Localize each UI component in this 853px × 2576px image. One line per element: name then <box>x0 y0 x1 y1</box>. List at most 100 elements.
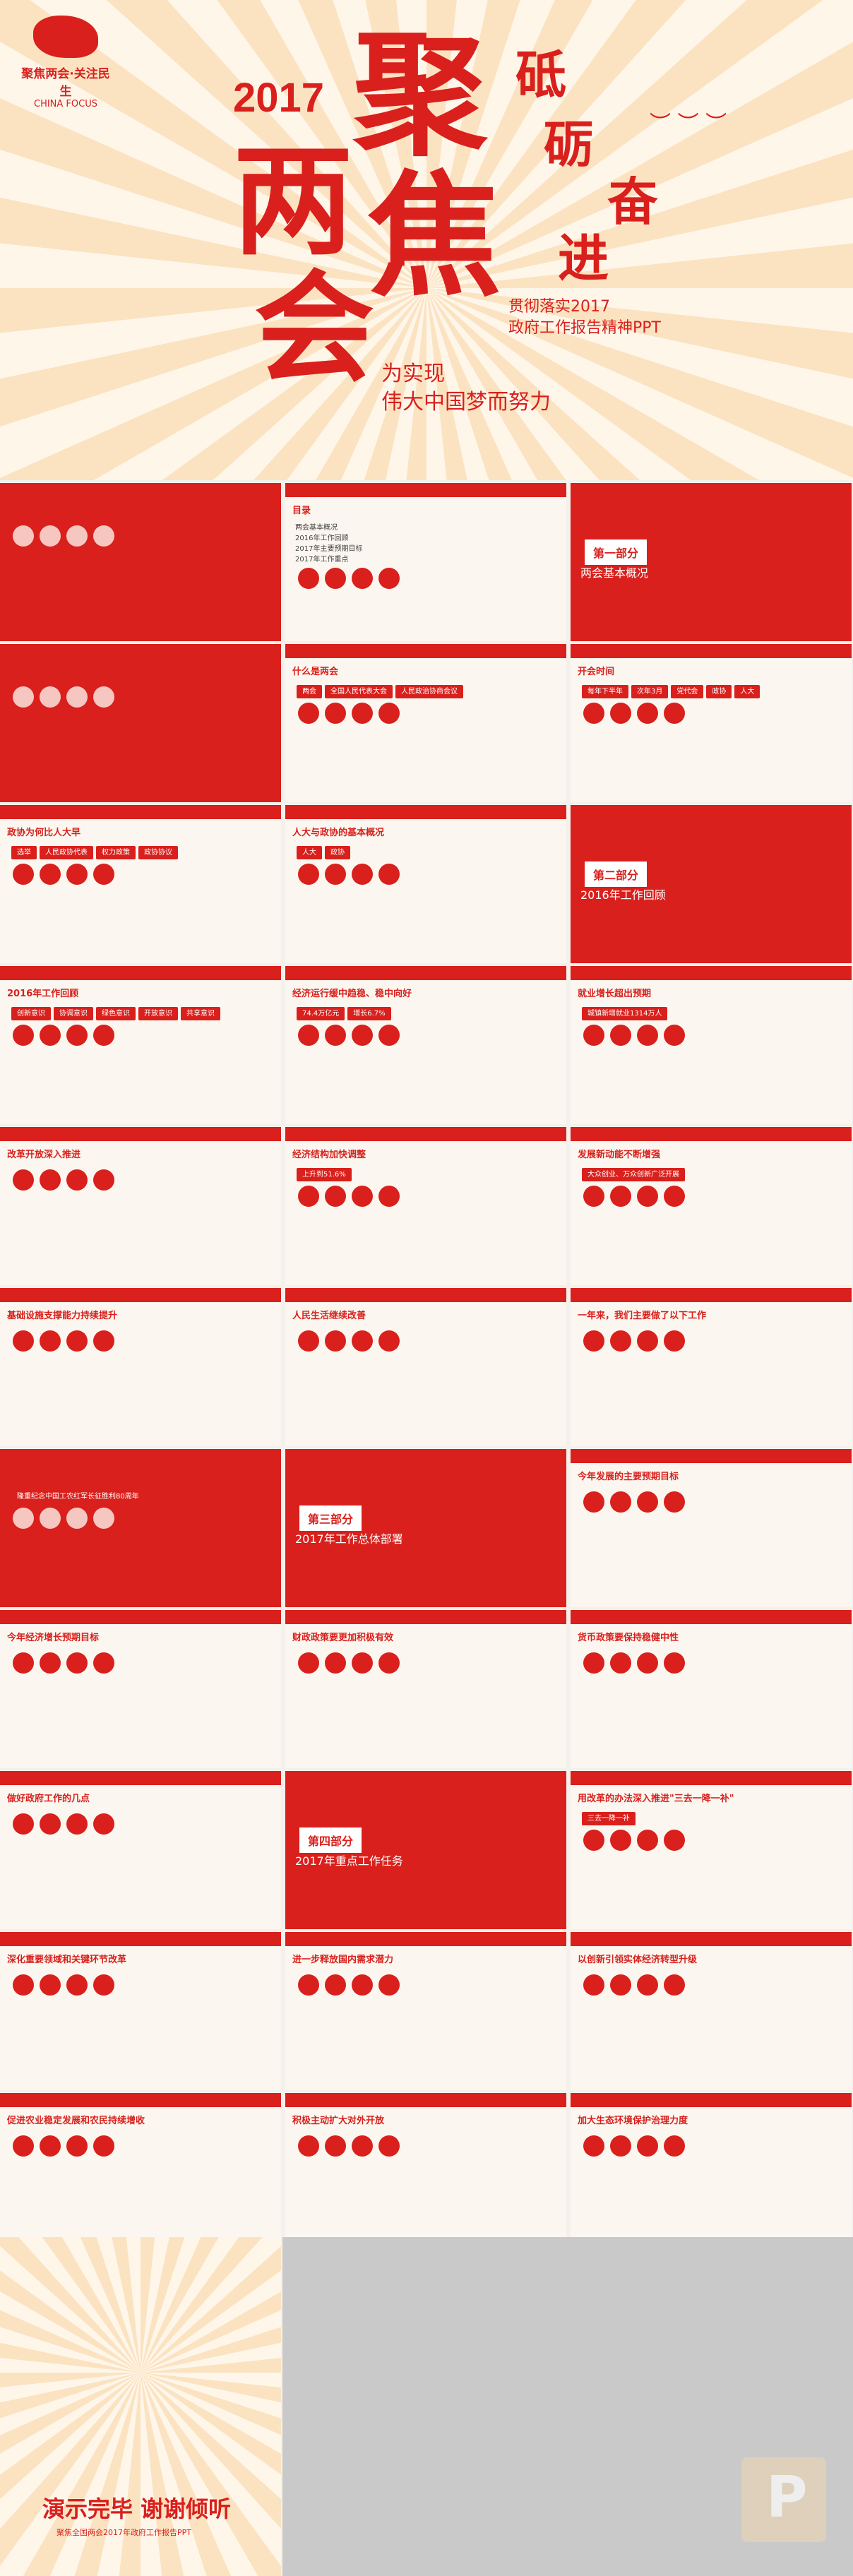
slide-thumbnail[interactable]: 人民生活继续改善 <box>285 1288 566 1446</box>
circle-icon <box>66 1025 88 1046</box>
slide-title: 进一步释放国内需求潜力 <box>292 1955 394 1965</box>
slide-body <box>295 1972 556 2002</box>
slide-body <box>580 1650 842 1680</box>
slide-thumbnail[interactable]: 以创新引领实体经济转型升级 <box>571 1932 852 2090</box>
slide-thumbnail[interactable]: 加大生态环境保护治理力度 <box>571 2093 852 2251</box>
slide-thumbnail[interactable]: 实现中华民族伟大复兴的中国梦而不懈奋斗 <box>0 483 281 641</box>
slide-thumbnail[interactable]: 什么是两会 两会 全国人民代表大会 人民政治协商会议 <box>285 644 566 802</box>
circle-icon <box>352 1974 373 1996</box>
circle-icon <box>610 2135 631 2157</box>
slide-header-bar <box>0 2093 281 2107</box>
icon-row <box>295 861 556 891</box>
slide-thumbnail[interactable]: 今年发展的主要预期目标 <box>571 1449 852 1607</box>
slide-thumbnail[interactable]: 基础设施支撑能力持续提升 <box>0 1288 281 1446</box>
circle-icon <box>583 1330 604 1352</box>
slide-thumbnail[interactable]: 促进农业稳定发展和农民持续增收 <box>0 2093 281 2251</box>
circle-icon <box>352 703 373 724</box>
slide-thumbnail[interactable]: 发展新动能不断增强 大众创业、万众创新广泛开展 <box>571 1127 852 1285</box>
slide-keyword: 权力政策 <box>96 846 136 859</box>
circle-icon <box>13 1025 34 1046</box>
icon-row <box>580 1489 842 1519</box>
slide-thumbnail[interactable]: 经济运行缓中趋稳、稳中向好 74.4万亿元 增长6.7% <box>285 966 566 1124</box>
slide-title: 第二部分 <box>585 861 648 887</box>
circle-icon <box>40 1974 61 1996</box>
slide-thumbnail[interactable]: 就业增长超出预期 城镇新增就业1314万人 <box>571 966 852 1124</box>
title-char-ju: 聚 <box>353 16 488 174</box>
slide-header-bar <box>0 1771 281 1785</box>
slide-thumbnail[interactable]: 政协为何比人大早 选举 人民政协代表 权力政策 政协协议 <box>0 805 281 963</box>
circle-icon <box>610 1186 631 1207</box>
slide-thumbnail[interactable]: 第三部分 2017年工作总体部署 <box>285 1449 566 1607</box>
icon-row <box>295 700 556 730</box>
circle-icon <box>583 1830 604 1851</box>
circle-icon <box>637 1025 658 1046</box>
circle-icon <box>637 1491 658 1513</box>
circle-icon <box>298 1330 319 1352</box>
slide-thumbnail[interactable]: 目录 两会基本概况 2016年工作回顾 2017年主要预期目标 2017年工作重点 <box>285 483 566 641</box>
slide-header-bar <box>285 966 566 980</box>
slide-thumbnail[interactable]: 财政政策要更加积极有效 <box>285 1610 566 1768</box>
slide-thumbnail[interactable]: 开会时间 每年下半年 次年3月 党代会 政协 人大 <box>571 644 852 802</box>
slide-title: 实现中华民族伟大复兴的中国梦而不懈奋斗 <box>7 506 182 516</box>
slide-body <box>295 1650 556 1680</box>
circle-icon <box>93 864 114 885</box>
slide-title: 货币政策要保持稳健中性 <box>578 1633 679 1643</box>
slide-thumbnail[interactable] <box>0 644 281 802</box>
birds-icon: ︶ ︶ ︶ <box>650 112 727 136</box>
circle-icon <box>66 1813 88 1835</box>
slide-title: 积极主动扩大对外开放 <box>292 2116 385 2126</box>
slide-thumbnail[interactable]: 第四部分 2017年重点工作任务 <box>285 1771 566 1929</box>
slide-title: 今年经济增长预期目标 <box>7 1633 100 1643</box>
slide-thumbnail[interactable]: 一年来，我们主要做了以下工作 <box>571 1288 852 1446</box>
circle-icon <box>298 1652 319 1674</box>
circle-icon <box>378 1974 400 1996</box>
slide-thumbnail[interactable]: 进一步释放国内需求潜力 <box>285 1932 566 2090</box>
circle-icon <box>664 703 685 724</box>
slide-thumbnail[interactable]: 经济结构加快调整 上升到51.6% <box>285 1127 566 1285</box>
circle-icon <box>13 1652 34 1674</box>
year: 2017 <box>233 75 325 121</box>
slide-thumbnail[interactable]: 人大与政协的基本概况 人大 政协 <box>285 805 566 963</box>
slide-thumbnail[interactable]: 2016年工作回顾 创新意识 协调意识 绿色意识 开放意识 共享意识 <box>0 966 281 1124</box>
circle-icon <box>298 703 319 724</box>
slide-thumbnail[interactable]: 深化重要领域和关键环节改革 <box>0 1932 281 2090</box>
slide-keyword: 人大 <box>734 685 760 698</box>
circle-icon <box>13 1330 34 1352</box>
slide-title: 什么是两会 <box>292 667 339 677</box>
circle-icon <box>610 1652 631 1674</box>
circle-icon <box>583 2135 604 2157</box>
icon-row <box>10 1650 271 1680</box>
slide-thumbnail[interactable]: 第一部分 两会基本概况 <box>571 483 852 641</box>
slide-header-bar <box>285 1610 566 1624</box>
cover-slogan: 为实现 伟大中国梦而努力 <box>381 360 551 417</box>
slide-header-bar <box>285 1127 566 1141</box>
circle-icon <box>66 1652 88 1674</box>
circle-icon <box>298 1186 319 1207</box>
slide-thumbnail[interactable]: 第二部分 2016年工作回顾 <box>571 805 852 963</box>
slide-thumbnail[interactable]: 做好政府工作的几点 <box>0 1771 281 1929</box>
icon-row <box>10 861 271 891</box>
slide-keyword: 选举 <box>11 846 37 859</box>
slide-header-bar <box>285 1932 566 1946</box>
icon-row <box>10 684 271 714</box>
slide-thumbnail[interactable]: 今年经济增长预期目标 <box>0 1610 281 1768</box>
slide-title: 第三部分 <box>299 1505 362 1531</box>
circle-icon <box>325 1025 346 1046</box>
slide-header-bar <box>285 483 566 497</box>
end-subtitle: 聚焦全国两会2017年政府工作报告PPT <box>56 2528 191 2537</box>
slide-thumbnail[interactable]: 用改革的办法深入推进"三去一降一补" 三去一降一补 <box>571 1771 852 1929</box>
icon-row <box>580 2133 842 2163</box>
circle-icon <box>352 864 373 885</box>
slide-thumbnail[interactable]: 改革开放深入推进 <box>0 1127 281 1285</box>
circle-icon <box>66 686 88 708</box>
slide-thumbnail[interactable]: 隆重庆祝中国共产党成立95周年 隆重纪念中国工农红军长征胜利80周年 <box>0 1449 281 1607</box>
slide-thumbnail[interactable]: 货币政策要保持稳健中性 <box>571 1610 852 1768</box>
slide-body <box>10 1650 271 1680</box>
logo-title: 聚焦两会·关注民生 <box>21 67 110 99</box>
slide-keyword: 74.4万亿元 <box>297 1007 345 1020</box>
cover-subtitle-line1: 贯彻落实2017 <box>508 298 610 316</box>
circle-icon <box>298 2135 319 2157</box>
title-char-liang: 两 <box>233 131 354 272</box>
slide-thumbnail[interactable]: 积极主动扩大对外开放 <box>285 2093 566 2251</box>
slogan-char-3: 奋 <box>607 172 659 232</box>
